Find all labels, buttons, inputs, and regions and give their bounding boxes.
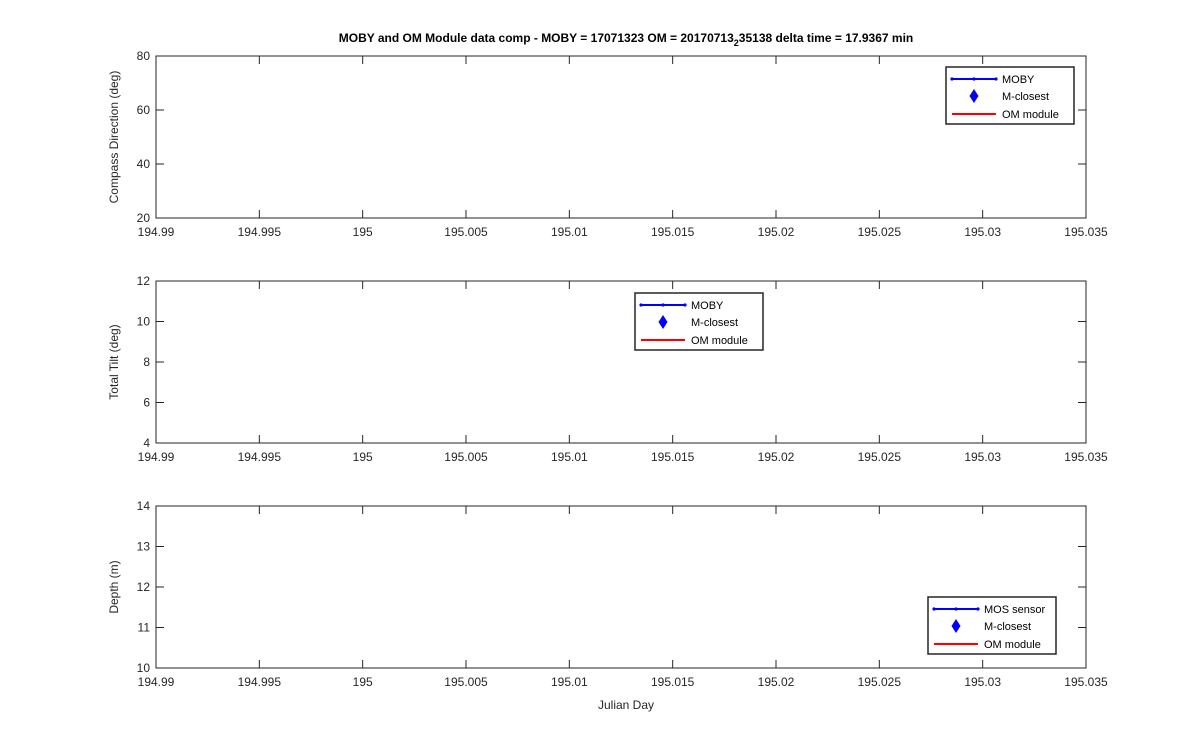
x-tick-label: 195.035 <box>1064 225 1108 239</box>
compass-direction-axes: 194.99 194.995 195 195.005 195.01 195.015 195.… <box>107 49 1108 239</box>
y-axis-label: Depth (m) <box>107 560 121 613</box>
x-tick-label: 195.02 <box>758 450 795 464</box>
x-tick-label: 195.015 <box>651 675 695 689</box>
x-tick-label: 195.015 <box>651 450 695 464</box>
x-tick-label: 195.01 <box>551 225 588 239</box>
x-tick-label: 194.99 <box>138 225 175 239</box>
legend-moby-swatch-dot <box>661 303 665 307</box>
x-tick-label: 195.01 <box>551 450 588 464</box>
x-tick-label: 195 <box>353 450 373 464</box>
legend-entry-label: OM module <box>984 639 1041 651</box>
y-tick-label: 20 <box>137 211 151 225</box>
legend-moby-swatch-dot <box>932 607 936 611</box>
x-tick-label: 195 <box>353 225 373 239</box>
figure-title-subscript: 2 <box>734 38 739 48</box>
y-tick-label: 14 <box>137 499 151 513</box>
legend: MOS sensor M-closest OM module <box>927 596 1057 655</box>
x-tick-label: 194.99 <box>138 675 175 689</box>
legend-moby-swatch-dot <box>950 77 954 81</box>
x-tick-label: 194.995 <box>238 675 282 689</box>
legend-entry-label: MOS sensor <box>984 604 1045 616</box>
legend-entry-label: MOBY <box>1002 74 1035 86</box>
legend-entry-label: OM module <box>691 335 748 347</box>
legend-entry-label: M-closest <box>691 317 738 329</box>
x-tick-label: 195.025 <box>858 450 902 464</box>
figure-title-tail: 35138 delta time = 17.9367 min <box>739 31 913 45</box>
legend: MOBY M-closest OM module <box>945 66 1075 125</box>
x-tick-label: 195.02 <box>758 225 795 239</box>
y-tick-label: 8 <box>143 355 150 369</box>
legend-moby-swatch-dot <box>976 607 980 611</box>
x-tick-label: 195.01 <box>551 675 588 689</box>
legend-closest-swatch <box>951 619 961 633</box>
y-tick-label: 12 <box>137 274 151 288</box>
figure-title-main: MOBY and OM Module data comp - MOBY = 17… <box>339 31 734 45</box>
depth-axes: 194.99 194.995 195 195.005 195.01 195.015 195.… <box>107 499 1108 689</box>
figure-title: MOBY and OM Module data comp - MOBY = 17… <box>339 31 914 48</box>
legend-entry-label: M-closest <box>984 621 1031 633</box>
axes-frame <box>155 280 1087 444</box>
legend-moby-swatch-dot <box>972 77 976 81</box>
x-tick-label: 195.025 <box>858 225 902 239</box>
y-tick-label: 6 <box>143 396 150 410</box>
x-tick-label: 195.03 <box>964 225 1001 239</box>
legend-closest-swatch <box>658 315 668 329</box>
legend: MOBY M-closest OM module <box>634 292 764 351</box>
x-tick-label: 194.995 <box>238 450 282 464</box>
axes-frame <box>155 55 1087 219</box>
x-tick-label: 195.035 <box>1064 450 1108 464</box>
x-tick-label: 195.025 <box>858 675 902 689</box>
y-tick-label: 10 <box>137 661 151 675</box>
y-tick-label: 12 <box>137 580 151 594</box>
x-tick-label: 195.005 <box>444 450 488 464</box>
y-tick-label: 60 <box>137 103 151 117</box>
legend-closest-swatch <box>969 89 979 103</box>
total-tilt-axes: 194.99 194.995 195 195.005 195.01 195.015 195.… <box>107 274 1108 464</box>
legend-entry-label: M-closest <box>1002 91 1049 103</box>
x-tick-label: 195.035 <box>1064 675 1108 689</box>
legend-moby-swatch-dot <box>683 303 687 307</box>
x-tick-label: 195.015 <box>651 225 695 239</box>
x-axis-label: Julian Day <box>598 698 654 712</box>
y-tick-label: 13 <box>137 540 151 554</box>
x-tick-label: 195.03 <box>964 450 1001 464</box>
y-axis-label: Total Tilt (deg) <box>107 324 121 399</box>
x-tick-label: 195.005 <box>444 225 488 239</box>
legend-moby-swatch-dot <box>639 303 643 307</box>
legend-entry-label: MOBY <box>691 300 724 312</box>
x-tick-label: 195 <box>353 675 373 689</box>
x-tick-label: 194.99 <box>138 450 175 464</box>
legend-entry-label: OM module <box>1002 109 1059 121</box>
y-tick-label: 10 <box>137 315 151 329</box>
y-tick-label: 40 <box>137 157 151 171</box>
y-tick-label: 4 <box>143 436 150 450</box>
y-tick-label: 11 <box>138 621 151 635</box>
legend-moby-swatch-dot <box>954 607 958 611</box>
x-tick-label: 194.995 <box>238 225 282 239</box>
y-tick-label: 80 <box>137 49 151 63</box>
y-axis-label: Compass Direction (deg) <box>107 71 121 204</box>
x-tick-label: 195.005 <box>444 675 488 689</box>
legend-moby-swatch-dot <box>994 77 998 81</box>
x-tick-label: 195.02 <box>758 675 795 689</box>
x-tick-label: 195.03 <box>964 675 1001 689</box>
